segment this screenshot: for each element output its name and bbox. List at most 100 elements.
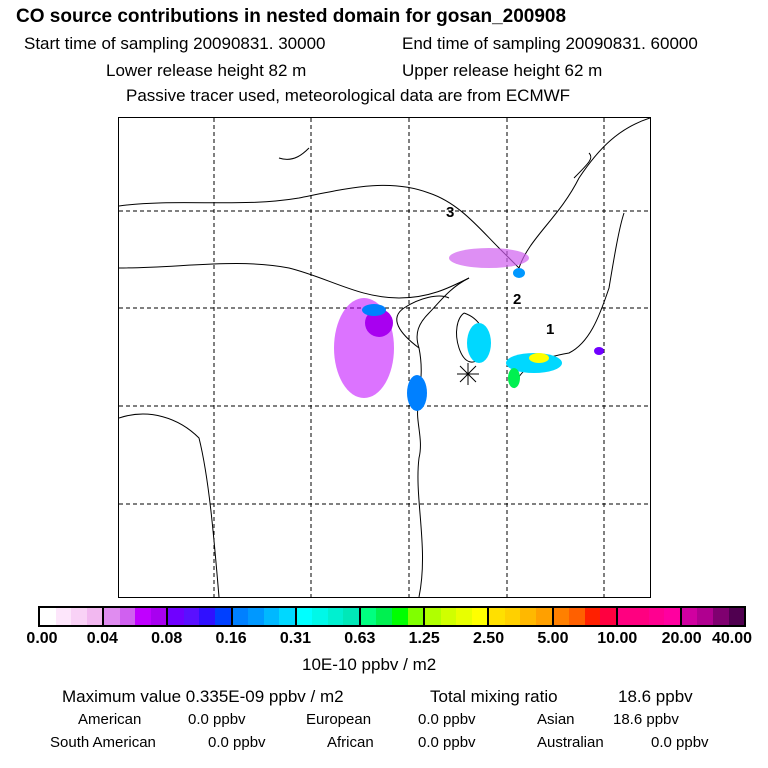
end-time: End time of sampling 20090831. 60000 (402, 34, 698, 53)
colorbar (38, 606, 746, 627)
region-label: Asian (537, 711, 575, 728)
colorbar-step (535, 608, 552, 625)
colorbar-step (407, 608, 424, 625)
colorbar-step (728, 608, 745, 625)
colorbar-tick-label: 0.04 (86, 630, 118, 647)
colorbar-step (168, 608, 184, 625)
lower-release-height: Lower release height 82 m (106, 61, 307, 80)
colorbar-step (104, 608, 120, 625)
colorbar-step (71, 608, 87, 625)
colorbar-step (633, 608, 649, 625)
colorbar-step (569, 608, 585, 625)
colorbar-step (376, 608, 393, 625)
colorbar-step (150, 608, 167, 625)
colorbar-step (648, 608, 665, 625)
colorbar-step (312, 608, 328, 625)
colorbar-step (489, 608, 505, 625)
colorbar-segment (232, 608, 297, 625)
plume-korea (467, 323, 491, 363)
max-value: Maximum value 0.335E-09 ppbv / m2 (62, 687, 344, 706)
colorbar-segment (168, 608, 233, 625)
upper-release-height: Upper release height 62 m (402, 61, 603, 80)
colorbar-label: 10E-10 ppbv / m2 (302, 655, 437, 674)
coastline (573, 152, 592, 179)
colorbar-step (681, 608, 698, 625)
colorbar-step (617, 608, 634, 625)
region-label: African (327, 734, 374, 751)
colorbar-tick-label: 0.31 (279, 630, 312, 647)
colorbar-step (296, 608, 313, 625)
border-line (118, 117, 651, 269)
plume-shanghai (407, 375, 427, 411)
colorbar-tick-label: 5.00 (537, 630, 569, 647)
colorbar-segment (617, 608, 682, 625)
annotation-label: 1 (546, 321, 554, 338)
coastlines (118, 117, 651, 598)
colorbar-step (86, 608, 103, 625)
colorbar-tick-label: 2.50 (472, 630, 505, 647)
colorbar-segment (296, 608, 361, 625)
tracer-info: Passive tracer used, meteorological data… (126, 86, 571, 105)
total-value: 18.6 ppbv (618, 687, 693, 706)
lake-baikal (278, 147, 310, 160)
region-value: 0.0 ppbv (418, 711, 476, 728)
annotation-label: 3 (446, 204, 454, 221)
plume-japan-peak (529, 353, 549, 363)
plume-manchuria (449, 248, 529, 268)
colorbar-step (135, 608, 151, 625)
region-value: 0.0 ppbv (651, 734, 709, 751)
colorbar-step (327, 608, 344, 625)
region-label: American (78, 711, 142, 728)
region-value: 18.6 ppbv (613, 711, 679, 728)
colorbar-step (456, 608, 472, 625)
colorbar-step (584, 608, 601, 625)
region-value: 0.0 ppbv (208, 734, 266, 751)
colorbar-step (440, 608, 457, 625)
colorbar-step (392, 608, 408, 625)
plume-tokyo (594, 347, 604, 355)
colorbar-segment (425, 608, 490, 625)
colorbar-tick-label: 10.00 (597, 630, 638, 647)
colorbar-step (664, 608, 680, 625)
colorbar-segment (104, 608, 169, 625)
colorbar-step (712, 608, 729, 625)
border-line (118, 413, 220, 598)
region-label: South American (50, 734, 156, 751)
start-time: Start time of sampling 20090831. 30000 (24, 34, 326, 53)
colorbar-step (553, 608, 570, 625)
border-line (118, 263, 470, 299)
total-label: Total mixing ratio (430, 687, 558, 706)
colorbar-step (248, 608, 264, 625)
colorbar-segment (360, 608, 426, 625)
colorbar-step (504, 608, 521, 625)
coastline (396, 295, 450, 349)
concentration-field (334, 248, 604, 411)
colorbar-tick-label: 0.00 (26, 630, 58, 647)
colorbar-tick-label: 0.16 (215, 630, 247, 647)
colorbar-step (279, 608, 295, 625)
colorbar-step (199, 608, 216, 625)
map-plot: 1 2 3 (118, 117, 651, 598)
colorbar-step (471, 608, 488, 625)
colorbar-step (119, 608, 136, 625)
colorbar-step (425, 608, 441, 625)
colorbar-step (343, 608, 359, 625)
colorbar-step (232, 608, 249, 625)
plume-china (365, 309, 393, 337)
colorbar-step (600, 608, 616, 625)
colorbar-tick-label: 0.08 (151, 630, 183, 647)
colorbar-step (55, 608, 72, 625)
colorbar-segment (553, 608, 618, 625)
colorbar-step (215, 608, 231, 625)
colorbar-tick-label: 40.00 (711, 630, 753, 647)
receptor-marker (457, 363, 479, 385)
plume-kyushu (508, 368, 520, 388)
annotation-label: 2 (513, 291, 521, 308)
colorbar-segment (681, 608, 745, 625)
colorbar-step (40, 608, 56, 625)
colorbar-step (520, 608, 536, 625)
colorbar-tick-label: 20.00 (661, 630, 702, 647)
map-svg: 1 2 3 (118, 117, 651, 598)
colorbar-step (360, 608, 377, 625)
colorbar-step (183, 608, 200, 625)
